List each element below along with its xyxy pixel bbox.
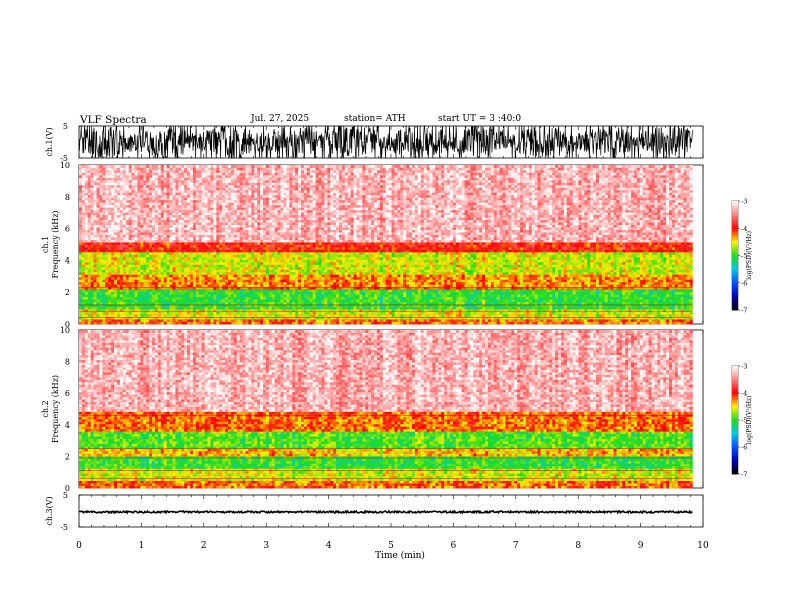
ch1-waveform-trace [78,124,693,159]
x-tick-label: 3 [263,541,269,551]
y-tick-label: 10 [60,161,70,170]
y-tick-label: 6 [65,389,70,398]
x-tick-label: 9 [638,541,644,551]
station-label: station= ATH [344,114,406,124]
y-tick-label: 2 [65,452,70,461]
ch1-spectrogram-ylabel-frequency: Frequency (kHz) [51,210,60,278]
y-tick-label: 5 [63,491,68,500]
y-tick-label: 4 [65,421,70,430]
ch2-spectrogram-image [79,330,693,489]
colorbar-tick-label: -5 [741,252,747,260]
y-tick-label: 2 [65,288,70,297]
ch2-spectrogram-ylabel-frequency: Frequency (kHz) [51,375,60,443]
x-tick-label: 2 [201,541,207,551]
colorbar-tick-label: -3 [741,198,747,206]
ch3-waveform-ylabel: ch.3(V) [45,496,54,525]
x-tick-label: 1 [139,541,145,551]
y-tick-label: 6 [65,225,70,234]
y-tick-label: 8 [65,358,70,367]
y-tick-label: 5 [63,122,68,131]
y-tick-label: 10 [60,326,70,335]
x-tick-label: 8 [575,541,581,551]
ch3-waveform-trace [78,509,694,515]
ch1-spectrogram-colorbar-label: log(PSD)(V²/Hz) [746,231,753,280]
date-label: Jul. 27, 2025 [251,114,309,124]
x-tick-label: 4 [326,541,332,551]
colorbar-tick-label: -6 [741,444,747,452]
y-tick-label: -5 [60,523,68,532]
colorbar-tick-label: -4 [741,390,747,398]
colorbar-tick-label: -6 [741,279,747,287]
y-tick-label: 8 [65,193,70,202]
ch2-spectrogram-colorbar-label: log(PSD)(V²/Hz) [746,396,753,445]
x-axis-label: Time (min) [375,550,425,561]
x-tick-label: 6 [451,541,457,551]
x-tick-label: 10 [697,541,709,551]
colorbar-tick-label: -7 [741,471,747,479]
colorbar-tick-label: -4 [741,225,747,233]
y-tick-label: 4 [65,256,70,265]
ch1-spectrogram-image [79,165,693,325]
colorbar-tick-label: -3 [741,363,747,371]
x-tick-label: 5 [388,541,394,551]
colorbar-tick-label: -7 [741,307,747,315]
y-tick-label: 0 [65,320,70,329]
ch2-spectrogram-ylabel-channel: ch.2 [41,400,50,417]
y-tick-label: 0 [65,484,70,493]
figure-title: VLF Spectra [80,114,147,126]
colorbar-tick-label: -5 [741,417,747,425]
y-tick-label: -5 [60,154,68,163]
start-time-label: start UT = 3 :40:0 [438,114,521,124]
ch1-spectrogram-ylabel-channel: ch.1 [41,236,50,253]
x-tick-label: 7 [513,541,519,551]
x-tick-label: 0 [76,541,82,551]
ch1-waveform-ylabel: ch.1(V) [45,127,54,156]
